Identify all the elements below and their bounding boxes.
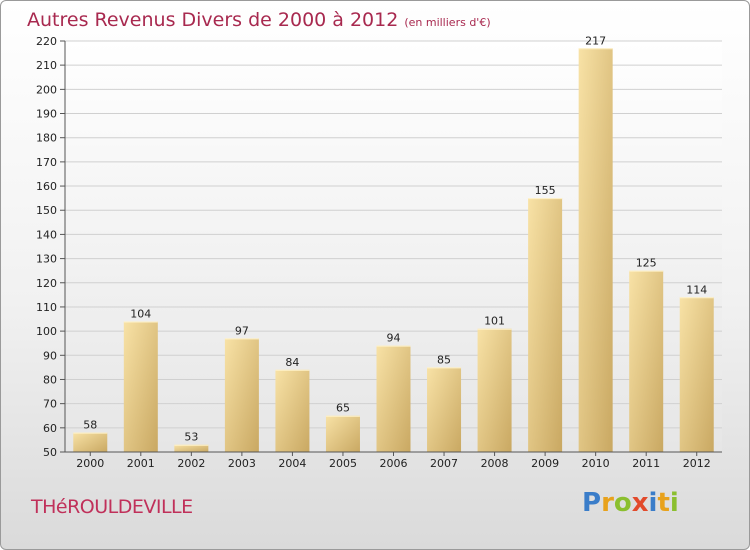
x-tick-label: 2007 [430, 457, 458, 470]
bar [477, 328, 512, 452]
data-label: 217 [585, 34, 606, 47]
proxiti-logo: Proxiti [582, 488, 679, 518]
y-tick-label: 200 [36, 83, 57, 96]
y-tick-label: 160 [36, 180, 57, 193]
y-tick-label: 50 [43, 446, 57, 459]
x-tick-label: 2011 [632, 457, 660, 470]
data-label: 84 [285, 356, 299, 369]
bar [376, 345, 411, 452]
x-tick-label: 2003 [228, 457, 256, 470]
data-label: 58 [83, 419, 97, 432]
x-tick-label: 2012 [683, 457, 711, 470]
logo-letter: x [631, 488, 649, 518]
logo-letter: o [613, 488, 632, 518]
data-label: 65 [336, 402, 350, 415]
data-label: 101 [484, 315, 505, 328]
x-tick-label: 2008 [481, 457, 509, 470]
data-label: 85 [437, 353, 451, 366]
y-tick-label: 110 [36, 301, 57, 314]
y-tick-label: 100 [36, 325, 57, 338]
bar [73, 432, 108, 452]
bar [578, 48, 613, 453]
bar [275, 369, 310, 452]
chart-title-text: Autres Revenus Divers de 2000 à 2012 [27, 9, 399, 31]
y-tick-label: 70 [43, 398, 57, 411]
data-label: 114 [686, 283, 707, 296]
data-label: 104 [130, 307, 151, 320]
data-label: 125 [636, 257, 657, 270]
logo-letter: i [669, 488, 679, 518]
axis-layer: 50 60 70 80 90 100 110 120 130 140 150 160 170 180 190… [36, 35, 722, 470]
x-tick-label: 2001 [127, 457, 155, 470]
x-tick-label: 2006 [380, 457, 408, 470]
y-tick-label: 130 [36, 253, 57, 266]
y-tick-label: 80 [43, 373, 57, 386]
data-label: 53 [184, 431, 198, 444]
x-tick-label: 2002 [177, 457, 205, 470]
logo-letter: t [657, 488, 670, 518]
chart-subtitle: (en milliers d'€) [404, 16, 491, 29]
chart-title: Autres Revenus Divers de 2000 à 2012 (en … [27, 9, 491, 31]
data-label: 94 [387, 332, 401, 345]
bar [528, 198, 563, 452]
logo-letter: r [601, 488, 614, 518]
x-tick-label: 2004 [278, 457, 306, 470]
data-label: 97 [235, 324, 249, 337]
y-tick-label: 170 [36, 156, 57, 169]
bar [427, 367, 462, 452]
logo-letter: P [582, 488, 602, 518]
bar [174, 444, 209, 452]
bar [325, 415, 360, 452]
y-tick-label: 210 [36, 59, 57, 72]
bar [224, 338, 259, 452]
x-tick-label: 2009 [531, 457, 559, 470]
y-tick-label: 190 [36, 108, 57, 121]
bar [679, 297, 714, 452]
data-label: 155 [535, 184, 556, 197]
bar-layer: 58 104 53 97 84 65 94 85 101 155 217 125 114 [73, 34, 714, 453]
y-tick-label: 90 [43, 349, 57, 362]
x-tick-label: 2000 [76, 457, 104, 470]
bar [123, 321, 158, 452]
y-tick-label: 150 [36, 204, 57, 217]
logo-letter: i [648, 488, 658, 518]
y-tick-label: 220 [36, 35, 57, 48]
x-tick-label: 2010 [582, 457, 610, 470]
bar [629, 270, 664, 452]
y-tick-label: 60 [43, 422, 57, 435]
town-name: THéROULDEVILLE [31, 496, 193, 518]
y-tick-label: 180 [36, 132, 57, 145]
y-tick-label: 120 [36, 277, 57, 290]
x-tick-label: 2005 [329, 457, 357, 470]
y-tick-label: 140 [36, 228, 57, 241]
